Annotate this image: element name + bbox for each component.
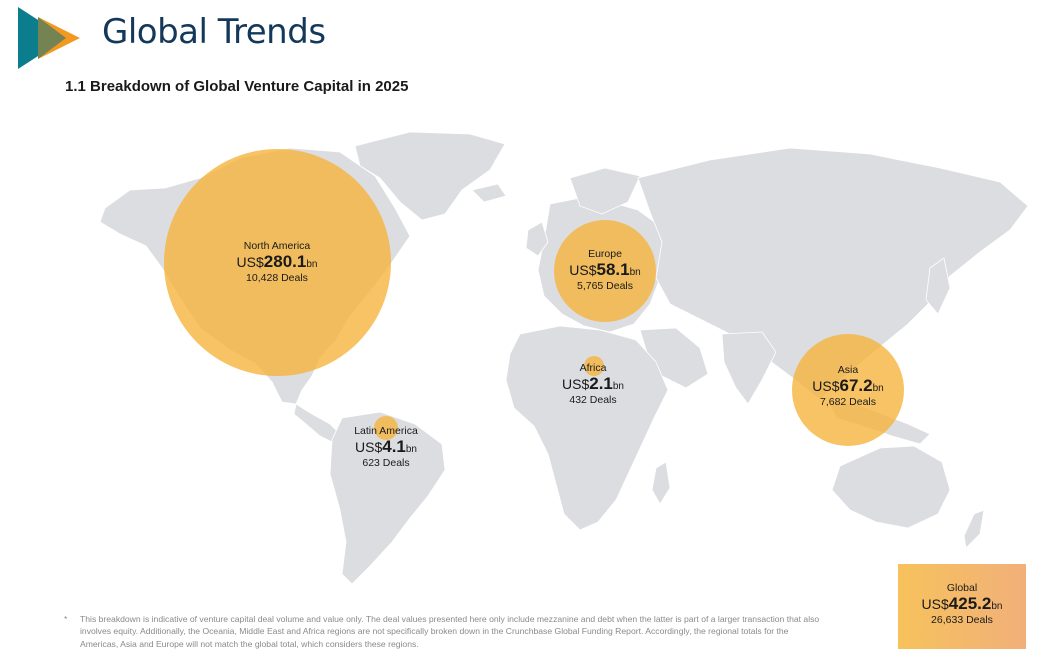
region-value: US$280.1bn <box>236 252 318 272</box>
japan-landmass <box>925 257 951 315</box>
madagascar-landmass <box>651 461 671 505</box>
region-deals: 7,682 Deals <box>819 395 877 408</box>
bubble-europe <box>554 220 656 322</box>
region-deals: 432 Deals <box>569 393 617 406</box>
scandinavia-landmass <box>569 167 641 215</box>
australia-landmass <box>831 445 951 529</box>
bubble-north-america <box>164 149 391 376</box>
global-deals: 26,633 Deals <box>931 614 993 627</box>
bubble-africa <box>584 356 604 376</box>
footnote-text: This breakdown is indicative of venture … <box>80 614 820 649</box>
region-name: Asia <box>837 364 859 376</box>
global-name: Global <box>946 582 978 594</box>
label-europe: Europe US$58.1bn 5,765 Deals <box>569 248 640 292</box>
iceland-landmass <box>471 183 507 203</box>
region-name: Latin America <box>354 425 418 437</box>
page-title: Global Trends <box>102 12 326 52</box>
region-name: Africa <box>579 362 607 374</box>
footnote-marker: * <box>64 614 68 624</box>
greenland-landmass <box>354 131 506 221</box>
global-value: US$425.2bn <box>921 594 1003 614</box>
region-value: US$4.1bn <box>355 437 417 457</box>
british-isles-landmass <box>525 221 549 257</box>
region-deals: 10,428 Deals <box>246 271 308 284</box>
bubble-latin-america <box>374 416 398 440</box>
bubble-asia <box>792 334 904 446</box>
region-value: US$2.1bn <box>562 374 624 394</box>
region-deals: 5,765 Deals <box>576 279 634 292</box>
africa-landmass <box>505 325 669 531</box>
global-total-box: Global US$425.2bn 26,633 Deals <box>898 564 1026 649</box>
region-deals: 623 Deals <box>362 456 410 469</box>
region-value: US$67.2bn <box>812 376 884 396</box>
region-value: US$58.1bn <box>569 260 641 280</box>
section-title: 1.1 Breakdown of Global Venture Capital … <box>65 78 409 95</box>
new-zealand-landmass <box>963 509 985 549</box>
south-america-landmass <box>329 411 446 585</box>
label-latin-america: Latin America US$4.1bn 623 Deals <box>354 425 418 469</box>
label-asia: Asia US$67.2bn 7,682 Deals <box>812 364 883 408</box>
brand-logo-icon <box>18 7 80 69</box>
region-name: North America <box>243 240 311 252</box>
label-africa: Africa US$2.1bn 432 Deals <box>562 362 624 406</box>
india-landmass <box>721 331 777 405</box>
region-name: Europe <box>588 248 622 260</box>
label-north-america: North America US$280.1bn 10,428 Deals <box>237 240 318 284</box>
footnote: * This breakdown is indicative of ventur… <box>64 613 824 650</box>
